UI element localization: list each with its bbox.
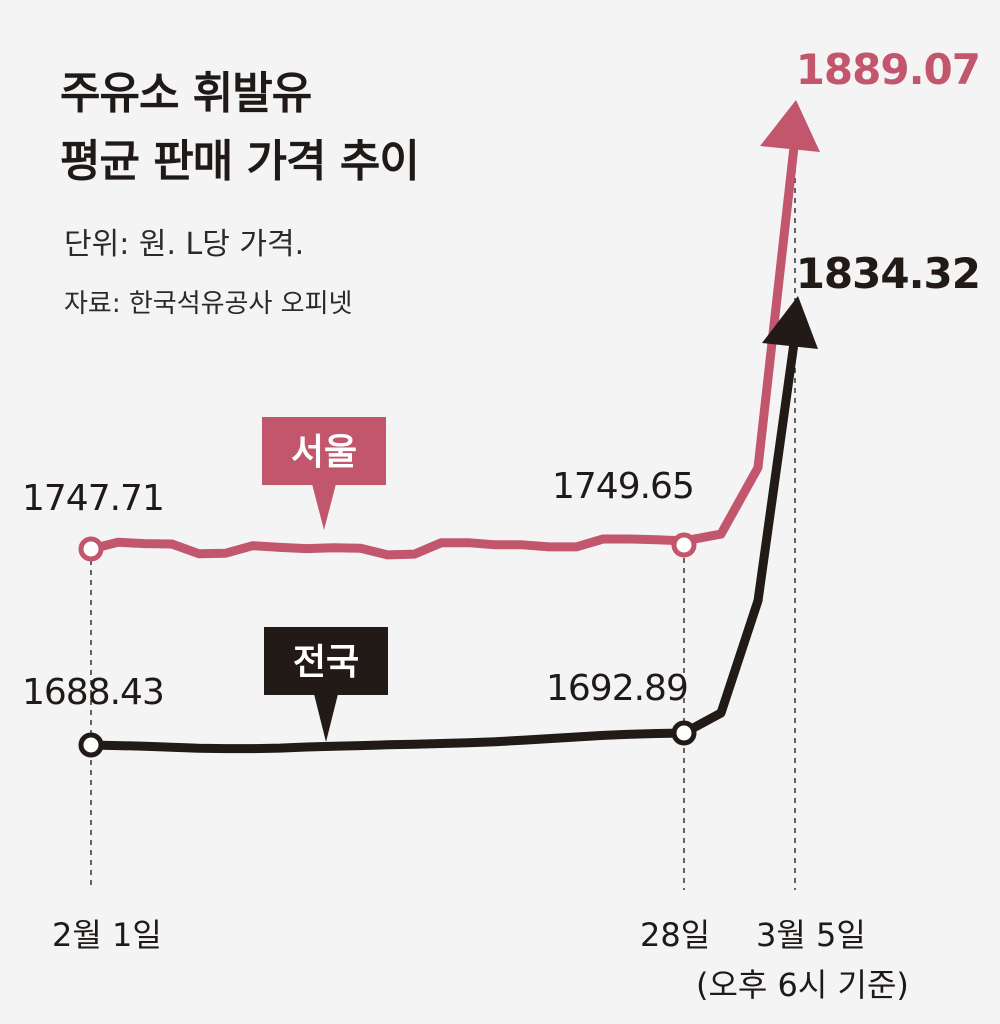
legend-badge-seoul: 서울 (262, 417, 386, 530)
chart-title-line2: 평균 판매 가격 추이 (60, 136, 419, 187)
x-label-end-note: (오후 6시 기준) (696, 966, 909, 1004)
x-label-start: 2월 1일 (52, 916, 162, 954)
source-text: 자료: 한국석유공사 오피넷 (64, 289, 352, 319)
series-line-national (86, 331, 800, 754)
point-seoul-start (78, 536, 104, 562)
series-line-seoul (86, 133, 800, 560)
legend-badge-national: 전국 (264, 627, 388, 742)
point-seoul-mid (671, 532, 697, 558)
chart-title-line1: 주유소 휘발유 (60, 68, 311, 119)
legend-label-national: 전국 (293, 642, 359, 683)
unit-text: 단위: 원. L당 가격. (64, 227, 304, 262)
x-label-end: 3월 5일 (756, 916, 866, 954)
x-label-mid: 28일 (640, 916, 710, 954)
label-national-end: 1834.32 (796, 249, 980, 298)
series-arrow-national (762, 296, 818, 349)
series-arrow-seoul (760, 100, 820, 152)
label-seoul-start: 1747.71 (22, 478, 164, 519)
point-national-start (78, 732, 104, 758)
label-seoul-mid: 1749.65 (552, 466, 694, 507)
label-national-start: 1688.43 (22, 672, 164, 713)
point-national-mid (671, 720, 697, 746)
label-seoul-end: 1889.07 (796, 45, 980, 94)
label-national-mid: 1692.89 (546, 668, 688, 709)
legend-label-seoul: 서울 (291, 432, 357, 473)
